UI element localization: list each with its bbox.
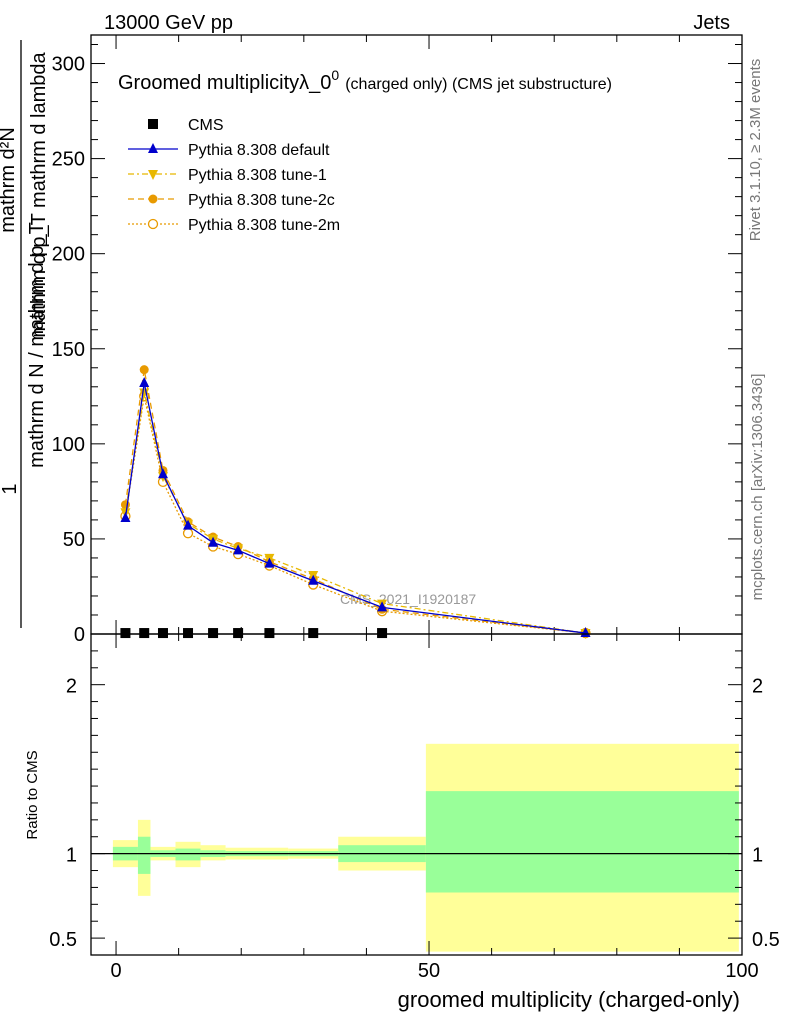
main-ylabel: 1 mathrm d N / mathrm d p_T mathrm d²N m…	[0, 40, 50, 628]
ratio-panel: 0.5 0.5 1 1 2 2 0 50 100 Ratio to CMS groomed mu…	[24, 633, 780, 1012]
legend-item: Pythia 8.308 tune-2m	[128, 217, 340, 234]
data-point	[139, 388, 150, 399]
data-point	[139, 628, 150, 639]
ratio-ticks: 0.5 0.5 1 1 2 2 0 50 100	[49, 634, 780, 982]
series-line	[124, 396, 586, 634]
main-title-note: (charged only) (CMS jet substructure)	[345, 76, 612, 93]
header-left: 13000 GeV pp	[104, 12, 233, 34]
ytick-label: 100	[52, 434, 85, 456]
data-point	[120, 500, 130, 510]
main-title: Groomed multiplicityλ_00 (charged only) (…	[118, 67, 612, 94]
legend-item: Pythia 8.308 tune-2c	[128, 192, 335, 209]
ytick-label: 0	[74, 624, 85, 646]
legend-marker	[148, 143, 158, 153]
ytick-label: 200	[52, 244, 85, 266]
ratio-ytick-label: 0.5	[49, 929, 77, 951]
xtick-label: 0	[110, 960, 121, 982]
data-point	[233, 544, 244, 555]
legend-marker	[148, 170, 158, 180]
ytick-label: 50	[63, 529, 85, 551]
ratio-inner-band	[175, 848, 201, 861]
data-point	[308, 628, 319, 639]
ratio-bands	[91, 743, 742, 952]
ratio-frame	[90, 633, 743, 956]
legend-item: CMS	[148, 117, 224, 134]
main-title-sup: 0	[331, 67, 339, 83]
ratio-ytick-label: 2	[66, 676, 77, 698]
legend-item: Pythia 8.308 default	[128, 142, 330, 159]
ratio-ytick-label-right: 1	[752, 845, 763, 867]
watermark: CMS_2021_I1920187	[340, 591, 476, 607]
series-cms	[120, 628, 388, 639]
ylabel-rhs-num: mathrm d²N	[0, 127, 19, 233]
data-point	[208, 536, 219, 547]
ytick-label: 300	[52, 54, 85, 76]
ylabel-rhs-den: mathrm d p_T mathrm d lambda	[28, 51, 50, 337]
data-point	[157, 628, 168, 639]
ylabel-fraction-num: 1	[0, 483, 21, 494]
ylabel-fraction-den: mathrm d N / mathrm d p_T	[26, 222, 48, 468]
legend-marker	[148, 119, 158, 129]
legend-marker	[147, 218, 159, 230]
data-point	[182, 528, 194, 539]
rivet-label: Rivet 3.1.10, ≥ 2.3M events	[747, 59, 764, 242]
legend-item: Pythia 8.308 tune-1	[128, 167, 327, 184]
data-point	[183, 519, 194, 530]
data-point	[157, 468, 168, 479]
ratio-inner-band	[425, 791, 739, 893]
data-point	[264, 628, 275, 639]
ratio-ytick-label: 1	[66, 845, 77, 867]
xtick-label: 50	[418, 960, 440, 982]
legend-label: Pythia 8.308 tune-2c	[188, 192, 335, 209]
legend-label: Pythia 8.308 tune-1	[188, 167, 327, 184]
x-axis-label: groomed multiplicity (charged-only)	[398, 987, 740, 1012]
data-point	[139, 365, 149, 375]
legend: CMS Pythia 8.308 default Pythia 8.308 tune…	[128, 117, 340, 234]
main-panel: 0 50 100 150 200 250 300 Groomed multiplicityλ…	[52, 34, 743, 646]
ratio-ytick-label-right: 2	[752, 676, 763, 698]
ytick-label: 250	[52, 149, 85, 171]
data-point	[139, 376, 150, 387]
data-point	[264, 557, 275, 568]
ytick-label: 150	[52, 339, 85, 361]
main-series	[120, 365, 591, 640]
xtick-label: 100	[725, 960, 758, 982]
ratio-inner-band	[137, 836, 151, 874]
data-point	[308, 574, 319, 585]
mcplots-label: mcplots.cern.ch [arXiv:1306.3436]	[749, 374, 766, 601]
ratio-ytick-label-right: 0.5	[752, 929, 780, 951]
data-point	[120, 512, 131, 523]
series-line	[124, 382, 586, 634]
ratio-ylabel: Ratio to CMS	[24, 750, 41, 839]
data-point	[377, 601, 388, 612]
legend-label: CMS	[188, 117, 224, 134]
legend-label: Pythia 8.308 tune-2m	[188, 217, 340, 234]
data-point	[377, 628, 388, 639]
data-point	[183, 628, 194, 639]
data-point	[233, 628, 244, 639]
legend-label: Pythia 8.308 default	[188, 142, 330, 159]
legend-marker	[148, 194, 158, 204]
data-point	[208, 628, 219, 639]
series-line	[124, 392, 586, 634]
main-title-main: Groomed multiplicityλ_0	[118, 72, 331, 94]
header-right: Jets	[693, 12, 730, 34]
data-point	[120, 628, 131, 639]
main-ticks: 0 50 100 150 200 250 300	[52, 35, 743, 646]
